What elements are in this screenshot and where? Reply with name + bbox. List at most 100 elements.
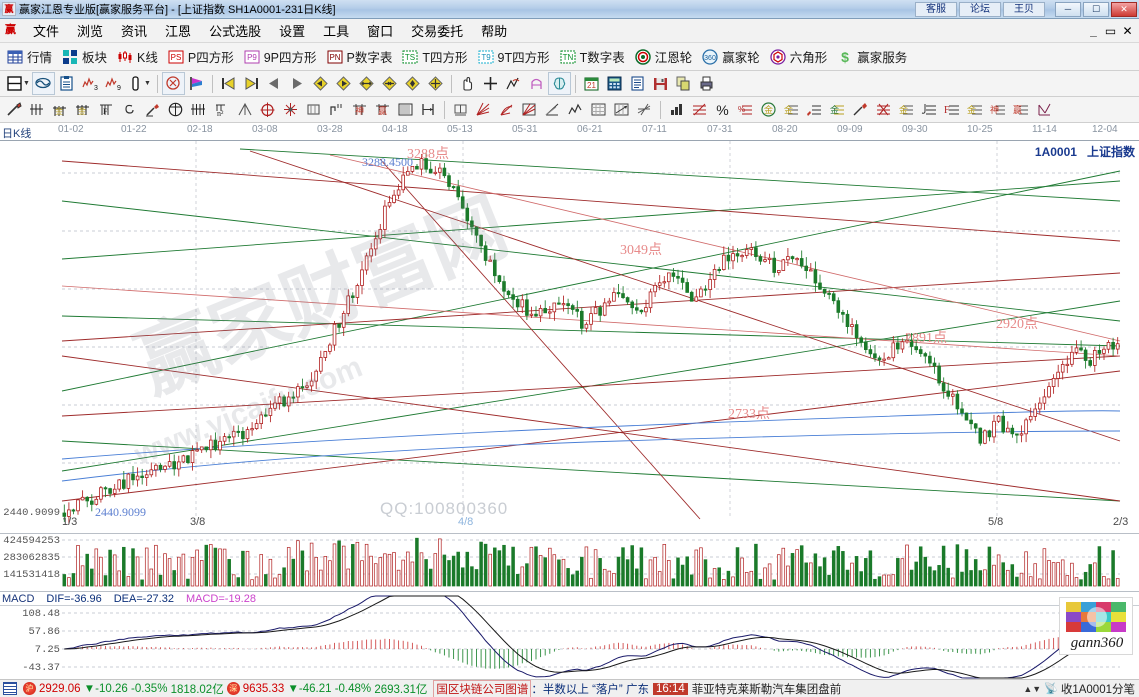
nav-item-t-table[interactable]: TN T数字表 (557, 46, 632, 67)
menu-item-window[interactable]: 窗口 (367, 24, 394, 39)
grid-arrow-icon[interactable] (611, 99, 632, 120)
menu-item-settings[interactable]: 设置 (279, 24, 306, 39)
nav-item-9p-square[interactable]: P9 9P四方形 (241, 46, 324, 67)
next-page-icon[interactable] (287, 73, 308, 94)
red-fan-icon[interactable] (473, 99, 494, 120)
nav-item-9t-square[interactable]: T9 9T四方形 (475, 46, 557, 67)
quote-grid-icon-status[interactable] (3, 682, 17, 695)
shen-icon[interactable]: 神 (349, 99, 370, 120)
menu-item-browse[interactable]: 浏览 (77, 24, 104, 39)
column-layout-icon[interactable] (125, 73, 146, 94)
brain-icon[interactable] (547, 72, 571, 95)
draw-curve-icon[interactable] (503, 73, 524, 94)
clipboard-icon[interactable] (56, 73, 77, 94)
zoom-right-icon[interactable] (333, 73, 354, 94)
nav-item-winner-service[interactable]: $ 赢家服务 (834, 46, 914, 67)
overlay-compare-icon[interactable] (31, 72, 55, 95)
flag-marker-icon[interactable] (186, 73, 207, 94)
nav-item-sectors[interactable]: 板块 (59, 46, 114, 67)
news-text[interactable]: ：半数以上 “落户” 广东 (531, 683, 649, 696)
ink-pen-icon[interactable] (850, 99, 871, 120)
mdi-minimize-button[interactable]: _ (1090, 23, 1097, 38)
nav-item-winner-wheel[interactable]: 360 赢家轮 (699, 46, 767, 67)
chart-area[interactable]: 01-02 01-22 02-18 03-08 03-28 04-18 05-1… (0, 123, 1139, 679)
draw-pattern-icon[interactable] (526, 73, 547, 94)
minimize-button[interactable]: ─ (1055, 1, 1081, 17)
macd-pane[interactable]: MACD DIF=-36.96 DEA=-27.32 MACD=-19.28 1… (0, 591, 1139, 679)
gold-lines-icon[interactable]: 金 (781, 99, 802, 120)
n-squared-icon[interactable]: n² (211, 99, 232, 120)
grid-table-icon[interactable] (588, 99, 609, 120)
multi-chart-3-icon[interactable]: 3 (79, 73, 100, 94)
rect-chart-icon[interactable] (450, 99, 471, 120)
user-button[interactable]: 王贝 (1003, 1, 1045, 17)
scroll-updown-icon[interactable]: ▲▼ (1023, 683, 1042, 694)
crosshair-icon[interactable] (480, 73, 501, 94)
pen-draw-icon[interactable] (4, 99, 25, 120)
measure-span-icon[interactable] (418, 99, 439, 120)
calendar-21-icon[interactable]: 21 (581, 73, 602, 94)
bar-compare-icon[interactable] (666, 99, 687, 120)
red-cross-fan-icon[interactable] (873, 99, 894, 120)
volume-pane[interactable]: 424594253 283062835 141531418 (0, 533, 1139, 591)
last-page-icon[interactable] (241, 73, 262, 94)
hand-pan-icon[interactable] (457, 73, 478, 94)
calendar-period-icon[interactable] (4, 73, 25, 94)
mdi-restore-button[interactable]: ▭ (1104, 23, 1117, 38)
nav-item-p-table[interactable]: PN P数字表 (324, 46, 400, 67)
target-circle-icon[interactable] (257, 99, 278, 120)
nav-item-quotes[interactable]: 行情 (4, 46, 59, 67)
zoom-center-icon[interactable] (425, 73, 446, 94)
menu-item-tools[interactable]: 工具 (323, 24, 350, 39)
zigzag-icon[interactable] (565, 99, 586, 120)
red-arc-fan-icon[interactable] (496, 99, 517, 120)
save-disk-icon[interactable] (650, 73, 671, 94)
menu-item-file[interactable]: 文件 (33, 24, 60, 39)
percent-icon[interactable]: % (712, 99, 733, 120)
pct-lines-icon[interactable]: % (735, 99, 756, 120)
starburst-icon[interactable] (280, 99, 301, 120)
gann-fan-grid-icon[interactable] (27, 99, 48, 120)
nav-item-kline[interactable]: K线 (114, 46, 165, 67)
print-icon[interactable] (696, 73, 717, 94)
zoom-left-icon[interactable] (310, 73, 331, 94)
nav-item-gann-wheel[interactable]: 江恩轮 (632, 46, 700, 67)
cross-lines-icon[interactable] (634, 99, 655, 120)
gold-grid-1-icon[interactable]: 金 (50, 99, 71, 120)
first-page-icon[interactable] (218, 73, 239, 94)
ying-lines-icon[interactable]: 赢 (1011, 99, 1032, 120)
dense-grid-icon[interactable] (395, 99, 416, 120)
nav-item-p-square[interactable]: PS P四方形 (165, 46, 241, 67)
gold-wave-icon[interactable]: 金 (965, 99, 986, 120)
shrink-h-icon[interactable] (379, 73, 400, 94)
multi-chart-9-icon[interactable]: 9 (102, 73, 123, 94)
zoom-fit-icon[interactable] (402, 73, 423, 94)
prev-page-icon[interactable] (264, 73, 285, 94)
weight-icon[interactable] (804, 99, 825, 120)
expand-h-icon[interactable] (356, 73, 377, 94)
menu-item-formula-screen[interactable]: 公式选股 (209, 24, 262, 39)
menu-item-help[interactable]: 帮助 (481, 24, 508, 39)
formula-icon[interactable] (161, 72, 185, 95)
menu-item-gann[interactable]: 江恩 (165, 24, 192, 39)
shaded-fan-icon[interactable] (519, 99, 540, 120)
maximize-button[interactable]: ☐ (1083, 1, 1109, 17)
calculator-icon[interactable] (604, 73, 625, 94)
f-lines-icon[interactable]: F (942, 99, 963, 120)
red-pen-icon[interactable] (142, 99, 163, 120)
notes-icon[interactable] (627, 73, 648, 94)
layout-dropdown-caret-icon[interactable]: ▼ (143, 80, 151, 87)
nav-item-t-square[interactable]: TS T四方形 (399, 46, 474, 67)
gold-stack-icon[interactable]: 金 (827, 99, 848, 120)
ying-icon[interactable]: 赢 (372, 99, 393, 120)
fibo-f-icon[interactable]: F (96, 99, 117, 120)
spiral-icon[interactable] (119, 99, 140, 120)
mdi-close-button[interactable]: ✕ (1122, 23, 1133, 38)
percent-fan-icon[interactable] (689, 99, 710, 120)
trend-up-icon[interactable] (542, 99, 563, 120)
period-dropdown-caret-icon[interactable]: ▼ (23, 80, 30, 87)
copy-icon[interactable] (673, 73, 694, 94)
four-lines-icon[interactable] (1034, 99, 1055, 120)
grid-lines-icon[interactable] (188, 99, 209, 120)
angle-icon[interactable] (234, 99, 255, 120)
